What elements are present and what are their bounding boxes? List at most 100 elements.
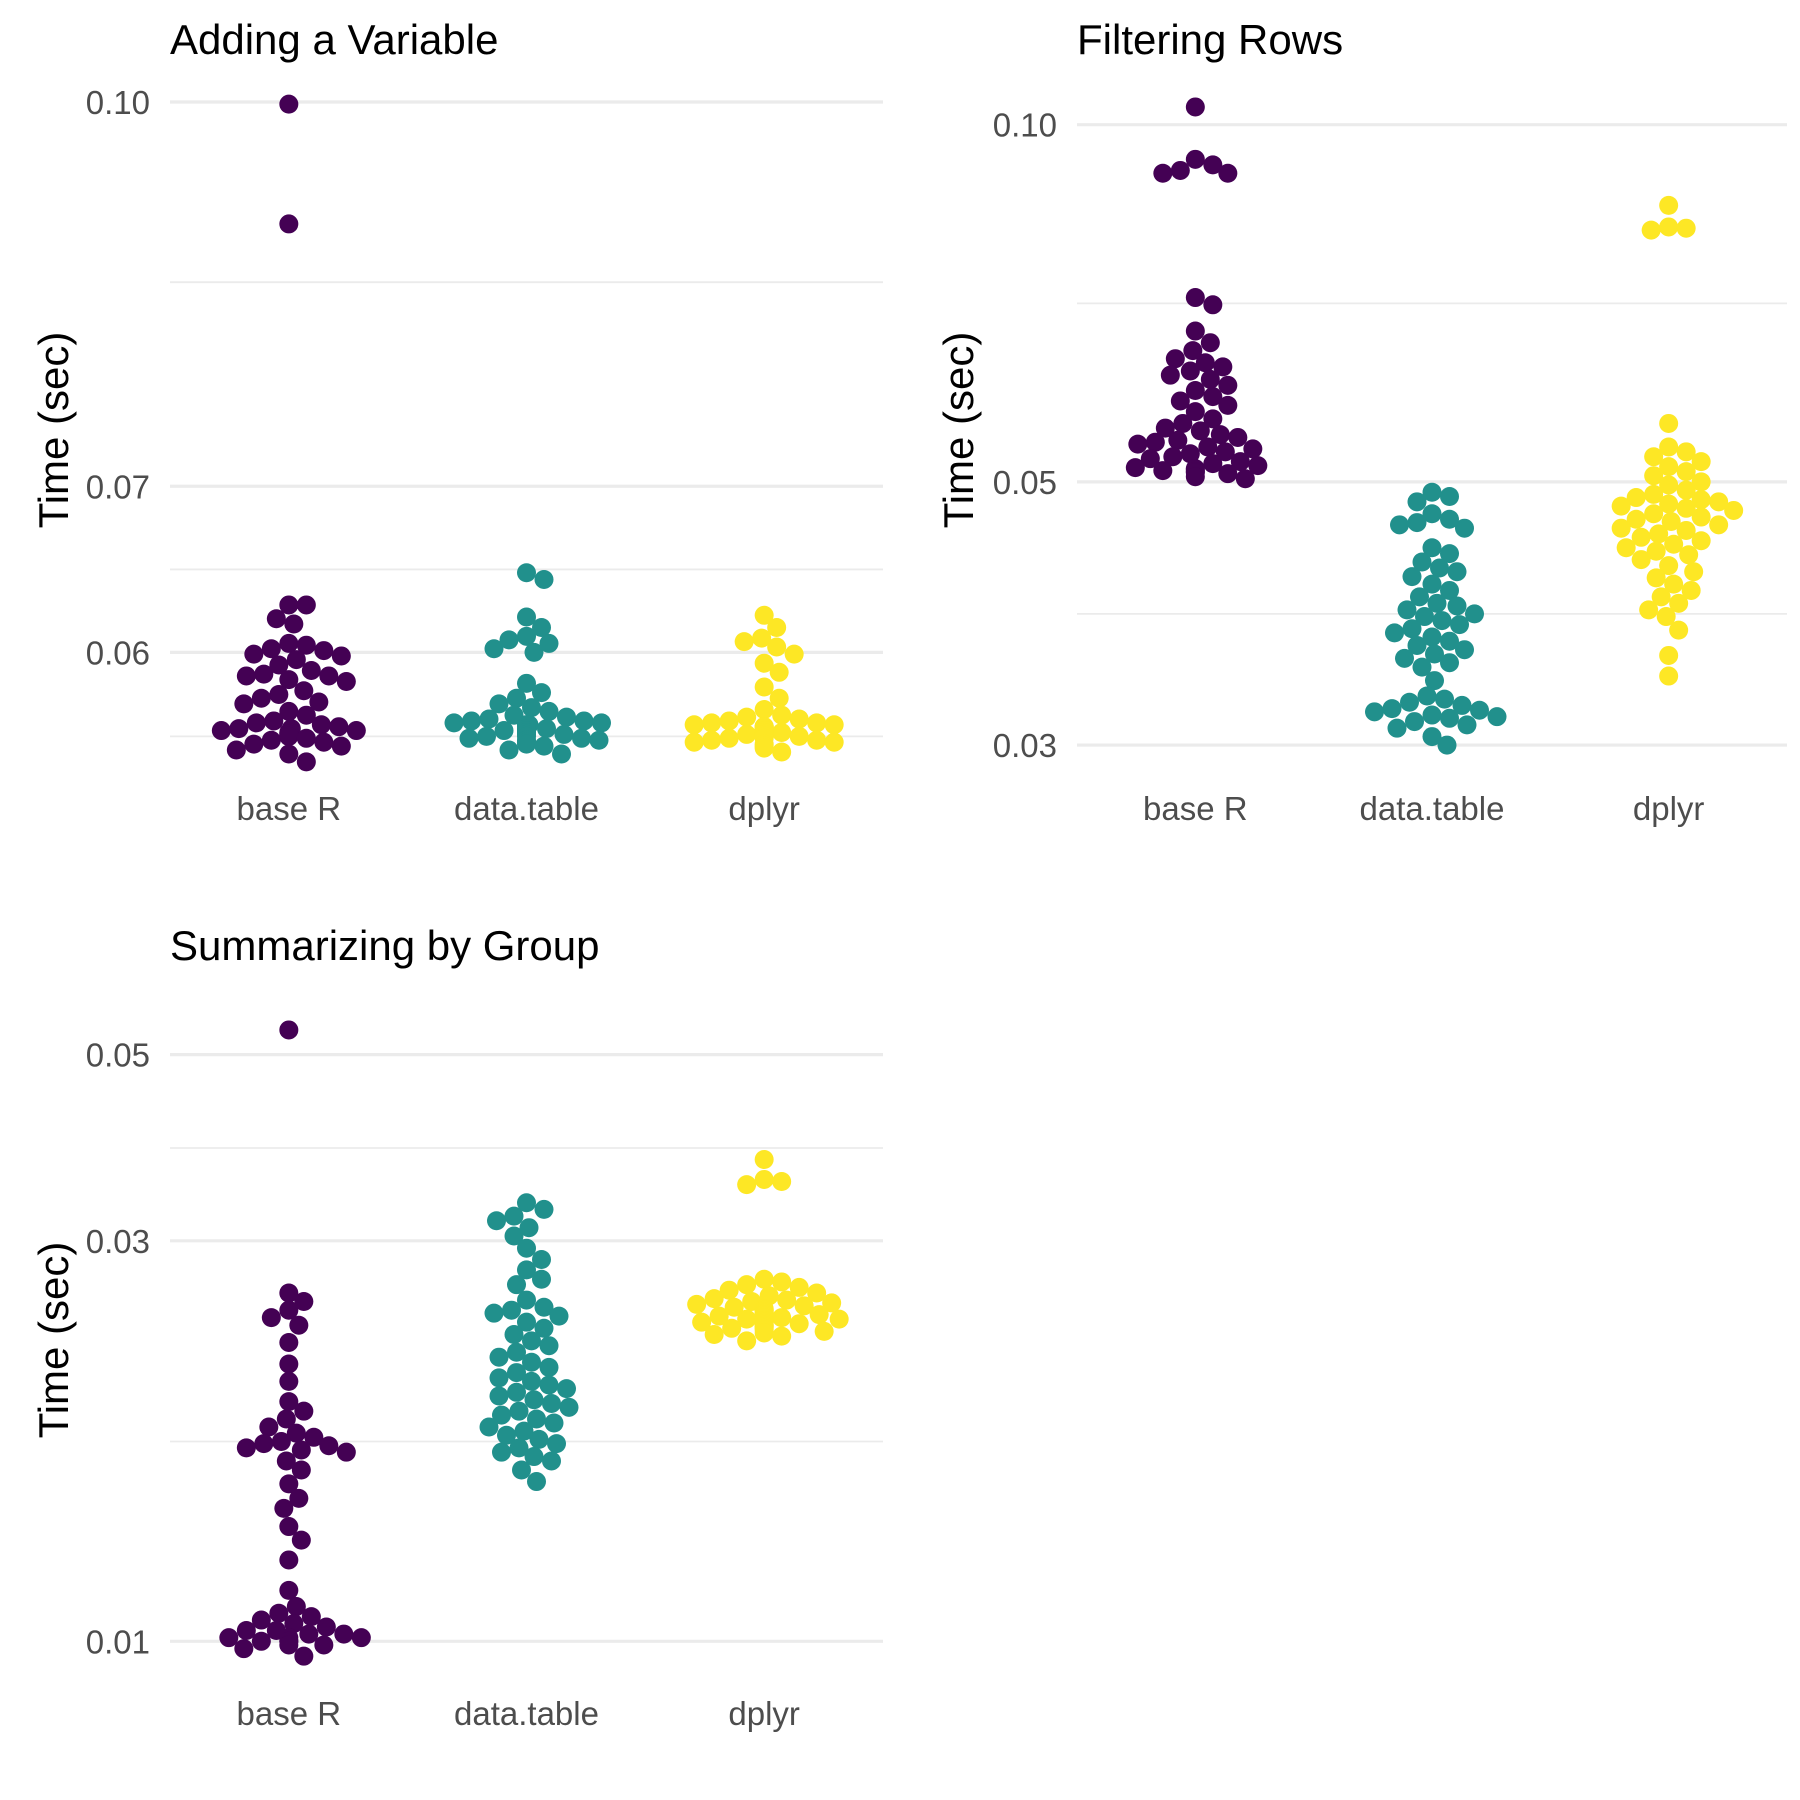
data-point-data-table (522, 698, 541, 718)
data-point-dplyr (1691, 531, 1711, 551)
data-point-base-r (301, 660, 321, 680)
data-point-dplyr (1616, 538, 1636, 558)
data-point-data-table (1385, 623, 1404, 643)
data-point-base-r (279, 1392, 299, 1412)
data-point-base-r (299, 1624, 319, 1644)
data-point-dplyr (1611, 496, 1631, 516)
data-point-dplyr (1679, 545, 1699, 565)
data-point-base-r (1185, 321, 1205, 341)
data-point-base-r (279, 1635, 299, 1655)
data-point-base-r (286, 1597, 306, 1617)
data-point-base-r (236, 666, 256, 686)
data-point-data-table (517, 1260, 536, 1280)
data-point-dplyr (1669, 620, 1689, 640)
data-point-base-r (279, 94, 299, 114)
data-point-base-r (1215, 442, 1235, 462)
data-point-base-r (264, 711, 284, 731)
data-point-base-r (1140, 449, 1160, 469)
data-point-data-table (1402, 567, 1422, 587)
data-point-data-table (507, 1382, 526, 1402)
data-point-data-table (1440, 708, 1459, 728)
data-point-dplyr (1659, 217, 1679, 237)
x-tick-label: data.table (454, 790, 599, 827)
data-point-dplyr (807, 1283, 827, 1303)
data-point-dplyr (684, 715, 704, 735)
data-point-base-r (219, 1628, 239, 1648)
data-point-dplyr (1651, 587, 1671, 607)
data-point-dplyr (1659, 494, 1679, 514)
x-tick-label: base R (237, 1695, 342, 1732)
x-tick-label: base R (1143, 790, 1248, 827)
data-point-data-table (524, 1447, 544, 1467)
data-point-base-r (259, 1417, 279, 1437)
data-point-data-table (517, 607, 536, 627)
data-point-dplyr (1691, 452, 1711, 472)
data-point-base-r (1190, 421, 1210, 441)
data-point-data-table (534, 1199, 554, 1219)
data-point-dplyr (1659, 666, 1679, 686)
data-point-base-r (211, 721, 231, 741)
data-point-data-table (492, 1442, 511, 1462)
data-point-dplyr (1709, 515, 1729, 535)
y-tick-label: 0.01 (86, 1623, 150, 1660)
data-point-dplyr (769, 688, 789, 708)
data-point-base-r (1160, 365, 1180, 385)
data-point-data-table (1440, 631, 1459, 651)
data-point-data-table (492, 1405, 511, 1425)
data-point-base-r (336, 1442, 356, 1462)
data-point-base-r (276, 1409, 296, 1429)
data-point-base-r (1185, 97, 1205, 117)
data-point-base-r (234, 694, 254, 714)
data-point-dplyr (1676, 218, 1696, 238)
data-point-data-table (522, 1371, 541, 1391)
y-tick-label: 0.05 (86, 1037, 150, 1074)
data-point-data-table (517, 626, 536, 646)
data-point-data-table (552, 744, 571, 764)
data-point-base-r (234, 1639, 254, 1659)
data-point-dplyr (754, 1269, 774, 1289)
y-axis-label: Time (sec) (935, 332, 982, 529)
data-point-data-table (507, 1363, 526, 1383)
data-point-base-r (336, 671, 356, 691)
data-point-data-table (1412, 552, 1432, 572)
data-point-dplyr (737, 1275, 757, 1295)
data-point-dplyr (1631, 527, 1651, 547)
data-point-dplyr (1631, 550, 1651, 570)
data-point-dplyr (1659, 556, 1679, 576)
data-point-data-table (504, 1226, 524, 1246)
data-point-data-table (459, 728, 479, 748)
data-point-base-r (334, 1624, 354, 1644)
data-point-dplyr (809, 1305, 829, 1325)
data-point-data-table (1457, 715, 1477, 735)
data-point-data-table (499, 740, 519, 760)
data-point-data-table (537, 719, 556, 739)
y-tick-label: 0.03 (86, 1223, 150, 1260)
chart-title: Filtering Rows (1077, 16, 1343, 63)
data-point-base-r (314, 641, 334, 661)
data-point-data-table (484, 639, 504, 659)
data-point-dplyr (767, 618, 787, 638)
data-point-dplyr (702, 713, 722, 733)
data-point-dplyr (1644, 484, 1664, 504)
data-point-base-r (1165, 349, 1185, 369)
data-point-dplyr (752, 628, 772, 648)
x-tick-label: data.table (454, 1695, 599, 1732)
data-point-base-r (271, 1431, 291, 1451)
data-point-base-r (279, 1517, 299, 1537)
data-point-dplyr (814, 1321, 834, 1341)
data-point-base-r (279, 1283, 299, 1303)
data-point-base-r (279, 1332, 299, 1352)
data-point-data-table (1435, 689, 1454, 709)
chart-panel-2: 0.10 0.05 0.03 base R data.table dplyr Filteri… (935, 16, 1787, 827)
data-point-base-r (1168, 430, 1188, 450)
data-point-base-r (1235, 469, 1255, 489)
data-point-data-table (549, 1306, 569, 1326)
data-point-base-r (1203, 409, 1223, 429)
data-point-base-r (1218, 375, 1238, 395)
data-point-base-r (1128, 434, 1148, 454)
data-point-data-table (532, 1269, 551, 1289)
data-point-base-r (286, 1423, 306, 1443)
data-point-base-r (316, 1617, 336, 1637)
data-point-data-table (444, 713, 464, 733)
data-point-data-table (1440, 580, 1459, 600)
